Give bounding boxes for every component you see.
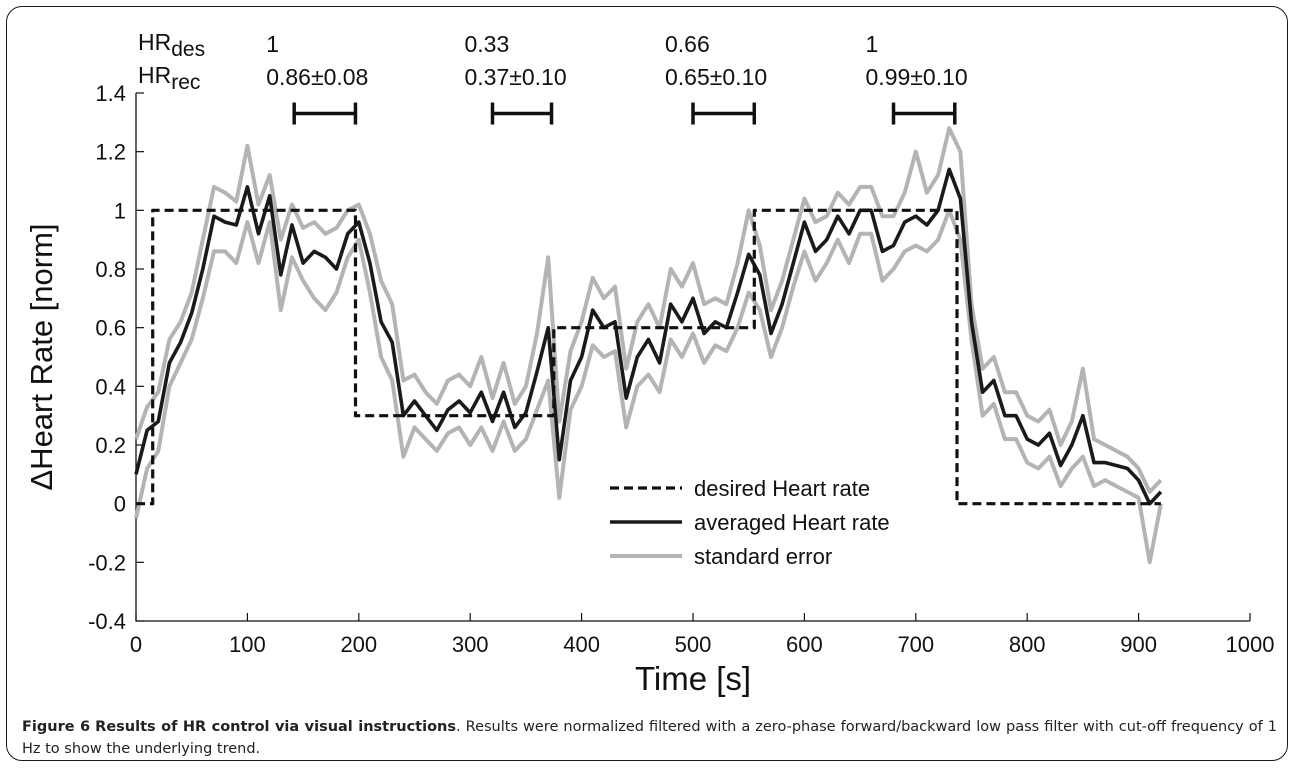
series-averaged-heart-rate [134, 167, 1163, 506]
legend-item: averaged Heart rate [610, 510, 890, 535]
x-tick-label: 400 [563, 632, 600, 657]
caption-title: Results of HR control via visual instruc… [95, 719, 456, 735]
caption-label: Figure 6 [22, 719, 91, 735]
plot-area: 0 100 200 300 400 500 600 700 800 900 1000 -0.4 -0.2… [88, 31, 1274, 657]
axis-frame [135, 93, 1250, 622]
interval-rec-value: 0.65±0.10 [665, 64, 767, 90]
y-tick-label: 0.2 [95, 433, 126, 458]
interval-des-value: 0.33 [464, 31, 509, 57]
series-layer [134, 126, 1163, 565]
hr-rec-row-label: HRrec [138, 62, 200, 94]
interval-marker: 0.33 0.37±0.10 [464, 31, 567, 125]
y-tick-label: 1 [114, 198, 126, 223]
y-tick-label: -0.4 [88, 609, 126, 634]
x-tick-label: 500 [675, 632, 712, 657]
hr-des-row-label: HRdes [138, 29, 205, 61]
x-tick-label: 600 [786, 632, 823, 657]
legend-label: standard error [694, 544, 832, 569]
interval-marker: 1 0.86±0.08 [266, 31, 368, 125]
y-tick-label: -0.2 [88, 550, 126, 575]
interval-des-value: 0.66 [665, 31, 710, 57]
x-tick-label: 300 [452, 632, 489, 657]
hr-des-sub: des [171, 38, 205, 61]
legend-label: averaged Heart rate [694, 510, 890, 535]
x-tick-label: 700 [897, 632, 934, 657]
interval-rec-value: 0.86±0.08 [266, 64, 368, 90]
y-axis-label: ΔHeart Rate [norm] [24, 223, 59, 490]
hr-des-main: HR [138, 29, 171, 55]
y-tick-label: 0.8 [95, 257, 126, 282]
interval-markers: 1 0.86±0.08 0.33 0.37±0.10 0.66 0.65±0.10 1 0.9… [266, 31, 968, 125]
x-tick-label: 200 [340, 632, 377, 657]
x-tick-label: 100 [229, 632, 266, 657]
legend-item: standard error [610, 544, 832, 569]
hr-rec-sub: rec [171, 71, 200, 94]
legend-item: desired Heart rate [610, 476, 870, 501]
interval-marker: 0.66 0.65±0.10 [665, 31, 767, 125]
y-tick-label: 0 [114, 492, 126, 517]
legend-label: desired Heart rate [694, 476, 870, 501]
x-tick-label: 1000 [1226, 632, 1275, 657]
interval-des-value: 1 [266, 31, 279, 57]
series-desired-heart-rate [136, 208, 1161, 506]
line-chart: 0 100 200 300 400 500 600 700 800 900 1000 -0.4 -0.2… [24, 29, 1274, 697]
series-standard-error [134, 208, 1163, 565]
y-tick-label: 1.4 [95, 81, 126, 106]
caption-text: Results were normalized filtered with a … [22, 719, 1278, 757]
x-tick-label: 0 [130, 632, 142, 657]
figure-caption: Figure 6 Results of HR control via visua… [22, 719, 1278, 757]
interval-marker: 1 0.99±0.10 [866, 31, 968, 125]
interval-rec-value: 0.37±0.10 [464, 64, 566, 90]
hr-rec-main: HR [138, 62, 171, 88]
x-tick-label: 900 [1120, 632, 1157, 657]
x-tick-label: 800 [1009, 632, 1046, 657]
interval-des-value: 1 [866, 31, 879, 57]
legend: desired Heart rate averaged Heart rate sta… [610, 476, 890, 569]
figure-frame [6, 6, 1288, 761]
y-tick-label: 1.2 [95, 140, 126, 165]
interval-rec-value: 0.99±0.10 [866, 64, 968, 90]
axis-ticks: 0 100 200 300 400 500 600 700 800 900 1000 -0.4 -0.2… [88, 81, 1274, 657]
x-axis-label: Time [s] [635, 660, 751, 697]
y-tick-label: 0.6 [95, 316, 126, 341]
y-tick-label: 0.4 [95, 374, 126, 399]
series-standard-error [134, 126, 1163, 494]
